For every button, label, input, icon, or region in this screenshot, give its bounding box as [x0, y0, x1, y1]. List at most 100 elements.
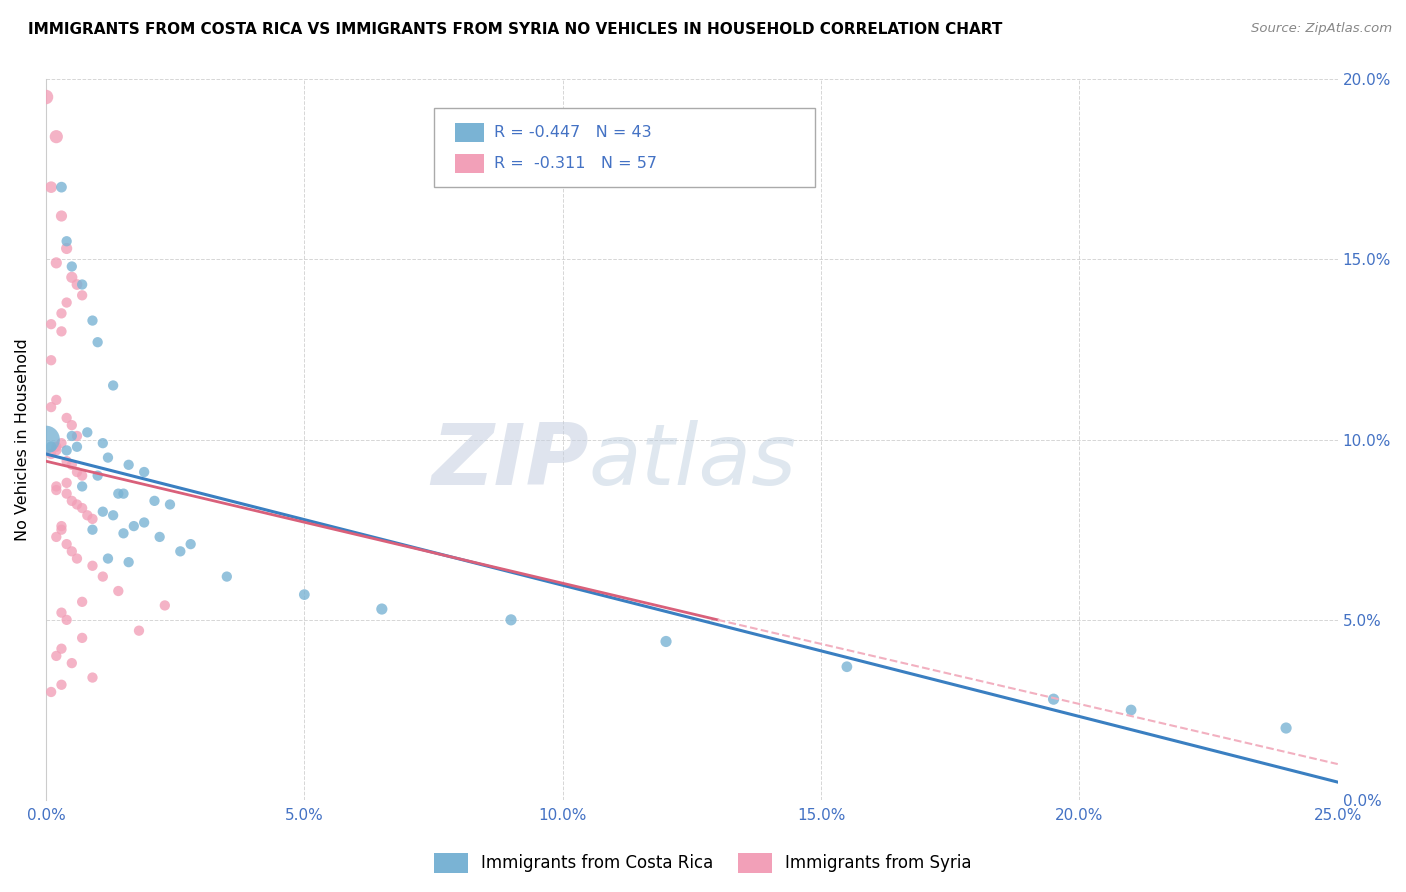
Point	[66, 498, 89, 512]
Text: Source: ZipAtlas.com: Source: ZipAtlas.com	[1251, 22, 1392, 36]
Point	[39, 440, 62, 454]
Point	[45, 129, 67, 144]
Point	[60, 494, 83, 508]
Point	[51, 523, 73, 537]
Point	[117, 458, 139, 472]
Point	[39, 400, 62, 414]
Point	[82, 558, 104, 573]
Point	[143, 494, 166, 508]
Point	[76, 508, 98, 523]
Point	[55, 443, 77, 458]
Point	[82, 523, 104, 537]
Point	[371, 602, 394, 616]
Point	[70, 631, 93, 645]
Point	[60, 458, 83, 472]
Point	[107, 584, 129, 599]
Point	[66, 465, 89, 479]
Point	[35, 90, 58, 104]
Point	[112, 526, 135, 541]
Point	[51, 180, 73, 194]
Point	[60, 270, 83, 285]
Point	[153, 599, 176, 613]
Point	[39, 353, 62, 368]
Point	[112, 486, 135, 500]
Point	[134, 465, 156, 479]
Point	[45, 256, 67, 270]
Point	[45, 648, 67, 663]
Point	[55, 411, 77, 425]
Point	[51, 678, 73, 692]
Point	[1119, 703, 1142, 717]
Point	[169, 544, 191, 558]
Text: R = -0.447   N = 43: R = -0.447 N = 43	[495, 125, 652, 140]
Point	[1042, 692, 1064, 706]
Point	[97, 551, 120, 566]
Point	[55, 613, 77, 627]
Point	[60, 544, 83, 558]
Point	[55, 242, 77, 256]
Text: atlas: atlas	[589, 420, 797, 503]
Point	[91, 569, 114, 583]
Point	[70, 501, 93, 516]
Point	[91, 436, 114, 450]
Point	[215, 569, 238, 583]
Point	[39, 685, 62, 699]
Point	[76, 425, 98, 440]
Point	[51, 519, 73, 533]
Point	[51, 606, 73, 620]
Point	[55, 454, 77, 468]
Point	[60, 260, 83, 274]
Point	[499, 613, 522, 627]
Point	[66, 440, 89, 454]
Point	[70, 277, 93, 292]
Point	[35, 433, 58, 447]
Point	[82, 313, 104, 327]
Point	[55, 295, 77, 310]
Point	[82, 512, 104, 526]
Point	[149, 530, 172, 544]
Point	[835, 659, 858, 673]
Point	[128, 624, 150, 638]
Y-axis label: No Vehicles in Household: No Vehicles in Household	[15, 338, 30, 541]
Point	[180, 537, 202, 551]
Point	[70, 595, 93, 609]
Point	[51, 306, 73, 320]
Point	[45, 483, 67, 497]
Point	[39, 180, 62, 194]
Point	[86, 335, 108, 350]
Point	[292, 588, 315, 602]
Point	[107, 486, 129, 500]
FancyBboxPatch shape	[433, 108, 814, 187]
Point	[60, 418, 83, 433]
Point	[55, 475, 77, 490]
Point	[45, 530, 67, 544]
Point	[51, 209, 73, 223]
Point	[134, 516, 156, 530]
Point	[66, 277, 89, 292]
Point	[55, 486, 77, 500]
Bar	[456, 154, 484, 173]
Point	[117, 555, 139, 569]
Point	[159, 498, 181, 512]
Point	[101, 378, 124, 392]
Point	[66, 551, 89, 566]
Point	[55, 537, 77, 551]
Point	[66, 429, 89, 443]
Point	[86, 468, 108, 483]
Point	[1275, 721, 1298, 735]
Text: IMMIGRANTS FROM COSTA RICA VS IMMIGRANTS FROM SYRIA NO VEHICLES IN HOUSEHOLD COR: IMMIGRANTS FROM COSTA RICA VS IMMIGRANTS…	[28, 22, 1002, 37]
Point	[60, 656, 83, 670]
Point	[101, 508, 124, 523]
Point	[70, 288, 93, 302]
Point	[51, 641, 73, 656]
Point	[122, 519, 145, 533]
Point	[655, 634, 678, 648]
Legend: Immigrants from Costa Rica, Immigrants from Syria: Immigrants from Costa Rica, Immigrants f…	[427, 847, 979, 880]
Text: ZIP: ZIP	[430, 420, 589, 503]
Point	[97, 450, 120, 465]
Point	[51, 325, 73, 339]
Point	[60, 429, 83, 443]
Point	[91, 505, 114, 519]
Point	[82, 671, 104, 685]
Point	[70, 468, 93, 483]
